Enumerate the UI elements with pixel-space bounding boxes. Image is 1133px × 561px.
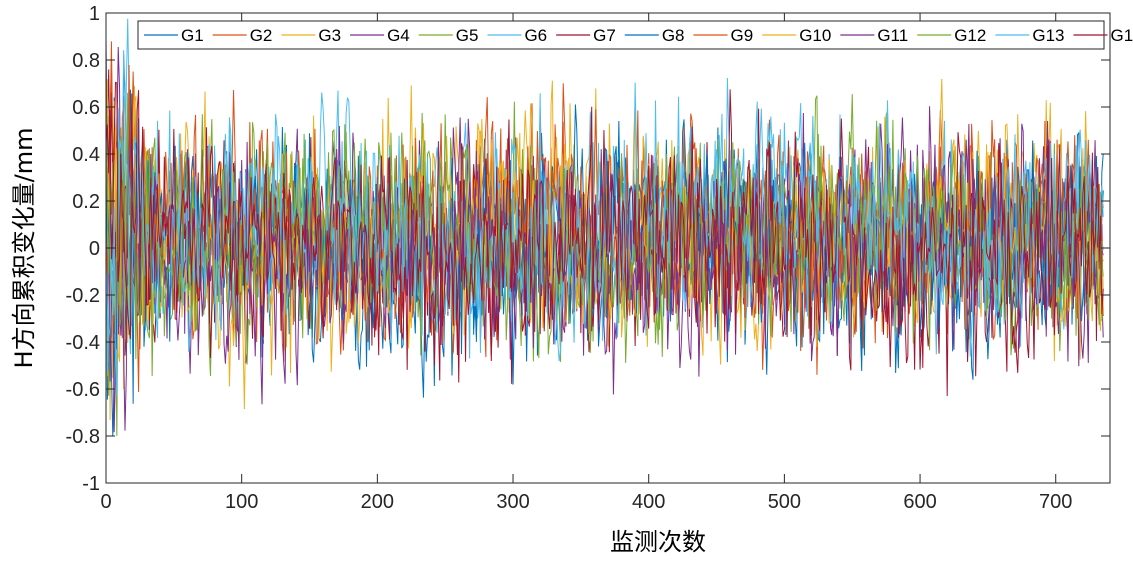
x-tick-label: 200 <box>361 491 394 513</box>
legend-label-g14: G14 <box>1110 26 1133 45</box>
series-line-g13 <box>105 50 1104 397</box>
legend-label-g1: G1 <box>181 26 204 45</box>
y-tick-label: 0.6 <box>72 97 100 119</box>
series-line-g12 <box>105 71 1104 377</box>
legend-label-g13: G13 <box>1032 26 1064 45</box>
y-tick-label: -0.4 <box>66 332 100 354</box>
x-axis-label: 监测次数 <box>610 528 706 556</box>
y-tick-label: -0.6 <box>66 379 100 401</box>
x-tick-label: 100 <box>225 491 258 513</box>
series-layer <box>105 18 1104 437</box>
x-tick-label: 700 <box>1039 491 1072 513</box>
legend-label-g3: G3 <box>318 26 341 45</box>
legend-label-g12: G12 <box>954 26 986 45</box>
legend-label-g6: G6 <box>524 26 547 45</box>
x-tick-label: 0 <box>100 491 111 513</box>
y-tick-label: -0.8 <box>66 426 100 448</box>
x-tick-label: 600 <box>903 491 936 513</box>
y-tick-label: -0.2 <box>66 285 100 307</box>
legend-label-g9: G9 <box>731 26 754 45</box>
series-line-g14 <box>105 81 1104 383</box>
series-line-g10 <box>105 79 1104 421</box>
legend-label-g5: G5 <box>456 26 479 45</box>
legend-label-g10: G10 <box>799 26 831 45</box>
legend-label-g11: G11 <box>877 26 908 45</box>
x-tick-label: 500 <box>768 491 801 513</box>
legend-label-g7: G7 <box>593 26 616 45</box>
y-tick-label: 0 <box>89 238 100 260</box>
x-tick-label: 300 <box>496 491 529 513</box>
y-tick-label: -1 <box>82 473 100 495</box>
y-tick-label: 0.8 <box>72 50 100 72</box>
y-tick-label: 0.2 <box>72 191 100 213</box>
legend-label-g2: G2 <box>250 26 273 45</box>
legend-label-g4: G4 <box>387 26 410 45</box>
legend-label-g8: G8 <box>662 26 685 45</box>
ticks-layer: 0 100 200 300 400 500 600 700 -1 -0.8 -0.6 -0.4 -0.2… <box>66 3 1110 513</box>
y-tick-label: 0.4 <box>72 144 100 166</box>
y-axis-label: H方向累积变化量/mm <box>10 128 38 369</box>
legend: G1 G2 G3 G4 G5 G6 G7 G8 G9 G10 G11 G12 G13 G14 <box>137 20 1133 50</box>
y-tick-label: 1 <box>89 3 100 25</box>
x-tick-label: 400 <box>632 491 665 513</box>
